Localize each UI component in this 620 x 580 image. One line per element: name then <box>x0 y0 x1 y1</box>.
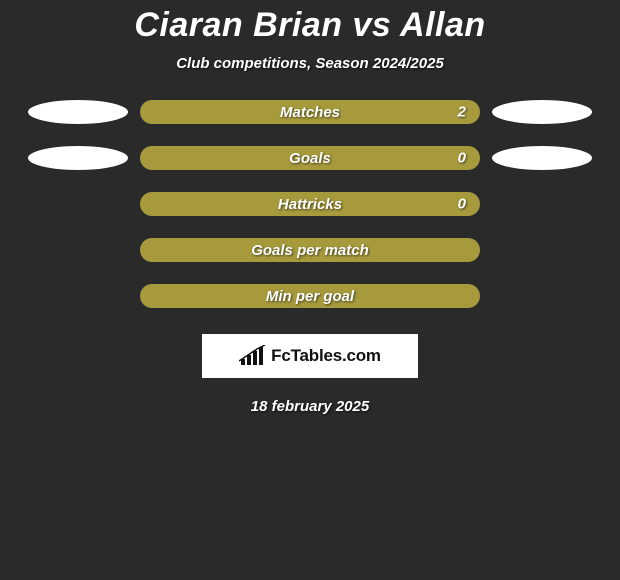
stats-list: Matches 2 Goals 0 Hattricks 0 Goals per match M… <box>0 100 620 308</box>
stat-label: Goals <box>289 150 331 167</box>
left-oval <box>28 100 128 124</box>
date-label: 18 february 2025 <box>251 398 369 415</box>
stat-bar: Hattricks 0 <box>140 192 480 216</box>
right-oval <box>492 100 592 124</box>
page-title: Ciaran Brian vs Allan <box>134 6 485 45</box>
logo-box: FcTables.com <box>202 334 418 378</box>
stat-row: Min per goal <box>0 284 620 308</box>
stat-row: Goals 0 <box>0 146 620 170</box>
stat-value: 0 <box>458 150 466 167</box>
logo-text: FcTables.com <box>271 346 381 366</box>
title-player1: Ciaran Brian <box>134 6 342 44</box>
title-vs: vs <box>353 6 392 44</box>
stat-label: Min per goal <box>266 288 354 305</box>
stat-label: Goals per match <box>251 242 369 259</box>
root: Ciaran Brian vs Allan Club competitions,… <box>0 0 620 580</box>
stat-row: Goals per match <box>0 238 620 262</box>
chart-bars-icon <box>239 345 267 367</box>
left-oval <box>28 146 128 170</box>
stat-value: 2 <box>458 104 466 121</box>
subtitle: Club competitions, Season 2024/2025 <box>176 55 444 72</box>
stat-label: Matches <box>280 104 340 121</box>
stat-bar: Min per goal <box>140 284 480 308</box>
stat-bar: Goals per match <box>140 238 480 262</box>
stat-bar: Goals 0 <box>140 146 480 170</box>
stat-row: Hattricks 0 <box>0 192 620 216</box>
title-player2: Allan <box>400 6 486 44</box>
stat-label: Hattricks <box>278 196 342 213</box>
right-oval <box>492 146 592 170</box>
stat-bar: Matches 2 <box>140 100 480 124</box>
stat-value: 0 <box>458 196 466 213</box>
stat-row: Matches 2 <box>0 100 620 124</box>
